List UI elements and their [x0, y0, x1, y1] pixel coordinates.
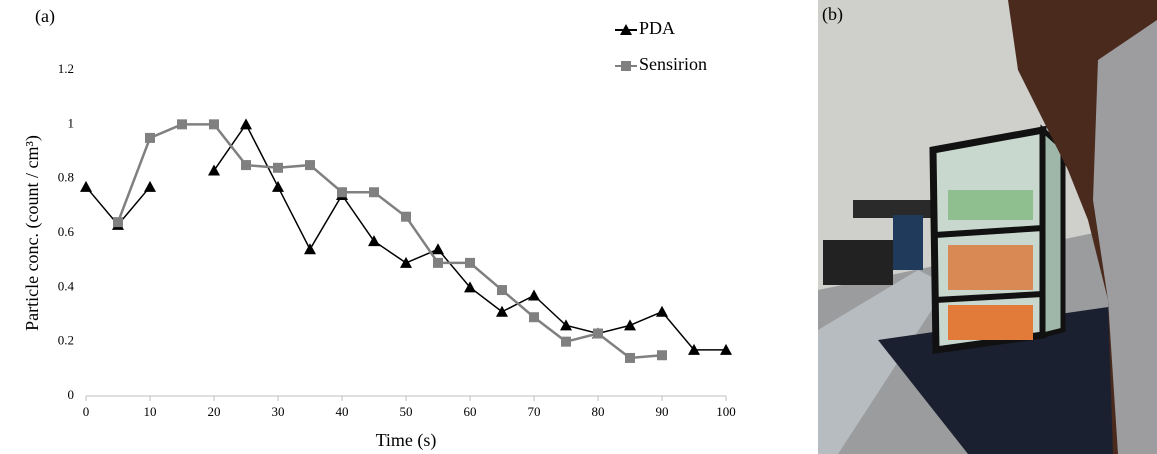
data-point	[80, 180, 92, 192]
legend-label: Sensirion	[639, 54, 707, 74]
chamber-side	[1040, 124, 1066, 339]
data-point	[496, 305, 508, 317]
data-point	[656, 305, 668, 317]
sensor	[853, 200, 933, 218]
data-point	[337, 187, 347, 198]
data-point	[561, 336, 571, 347]
rail	[818, 270, 948, 454]
data-point	[401, 211, 411, 222]
data-point	[304, 243, 316, 255]
data-point	[465, 257, 475, 268]
data-point	[433, 257, 443, 268]
data-point	[369, 187, 379, 198]
y-tick-label: 0.2	[58, 333, 74, 348]
x-tick-label: 10	[144, 404, 157, 419]
photo: (b)	[818, 0, 1157, 454]
data-point	[177, 119, 187, 130]
x-axis-label: Time (s)	[376, 430, 437, 451]
chart: (a) Time (s) Particle conc. (count / cm³…	[22, 6, 736, 451]
x-tick-label: 30	[272, 404, 285, 419]
y-axis-label: Particle conc. (count / cm³)	[22, 135, 43, 331]
x-tick-label: 0	[83, 404, 90, 419]
shelf	[934, 225, 1044, 238]
y-tick-label: 0	[68, 387, 75, 402]
data-point	[208, 164, 220, 176]
data-point	[305, 160, 315, 171]
data-point	[209, 119, 219, 130]
panel-label: (b)	[822, 4, 843, 25]
data-point	[273, 162, 283, 173]
panel-label: (a)	[35, 6, 55, 27]
x-tick-label: 100	[716, 404, 736, 419]
y-tick-label: 1.2	[58, 61, 74, 76]
shelf	[934, 291, 1044, 303]
y-tick-label: 0.4	[58, 278, 75, 293]
legend-marker	[620, 24, 632, 35]
x-tick-label: 20	[208, 404, 221, 419]
data-point	[144, 180, 156, 192]
data-point	[593, 328, 603, 339]
data-point	[720, 343, 732, 355]
data-point	[464, 281, 476, 293]
device	[948, 190, 1033, 220]
data-point	[113, 217, 123, 228]
data-point	[240, 118, 252, 130]
x-tick-label: 50	[400, 404, 413, 419]
mount	[893, 215, 923, 270]
person-sweater	[1093, 20, 1157, 454]
data-point	[432, 243, 444, 255]
series-line	[116, 123, 663, 360]
data-point	[625, 352, 635, 363]
data-point	[241, 160, 251, 171]
data-point	[528, 289, 540, 301]
x-tick-label: 70	[528, 404, 541, 419]
y-tick-label: 1	[68, 115, 75, 130]
data-point	[145, 132, 155, 143]
x-tick-label: 60	[464, 404, 477, 419]
data-point	[624, 319, 636, 331]
box	[823, 240, 893, 285]
device	[948, 245, 1033, 290]
x-tick-label: 80	[592, 404, 605, 419]
series-line	[85, 122, 726, 351]
data-point	[400, 256, 412, 268]
y-tick-label: 0.8	[58, 170, 74, 185]
device	[948, 305, 1033, 340]
data-point	[529, 312, 539, 323]
data-point	[272, 180, 284, 192]
data-point	[368, 235, 380, 247]
legend-marker	[621, 61, 631, 71]
data-point	[560, 319, 572, 331]
x-tick-label: 90	[656, 404, 669, 419]
data-point	[657, 350, 667, 361]
data-point	[497, 285, 507, 296]
x-tick-label: 40	[336, 404, 349, 419]
data-point	[688, 343, 700, 355]
legend-label: PDA	[639, 18, 675, 38]
y-tick-label: 0.6	[58, 224, 75, 239]
